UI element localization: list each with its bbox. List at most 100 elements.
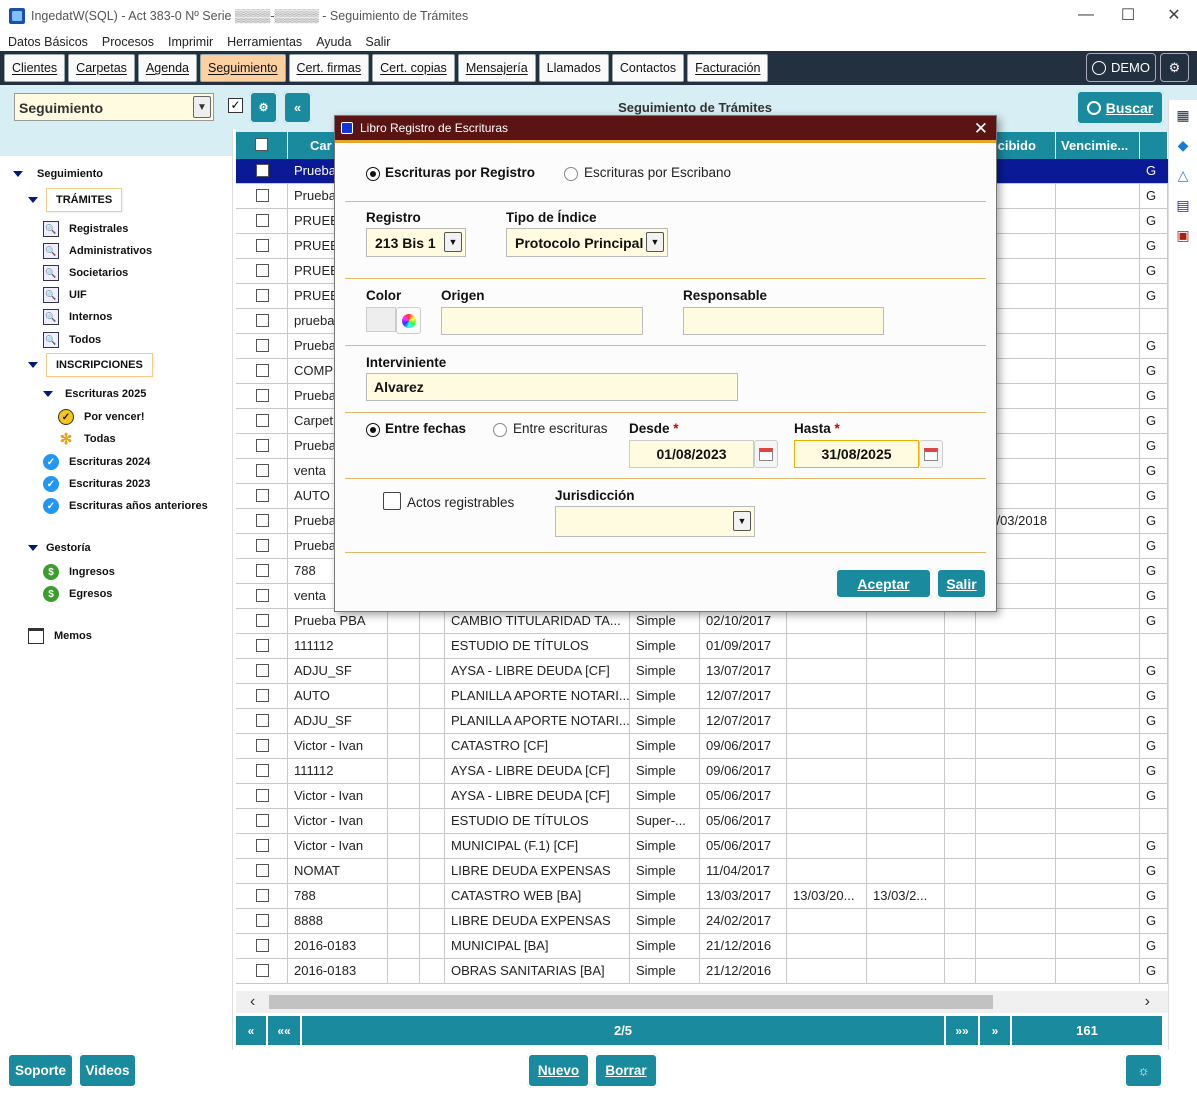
tree-seguimiento[interactable]: Seguimiento [13,168,103,180]
radio-entre-fechas[interactable] [366,423,380,437]
aceptar-button[interactable]: Aceptar [835,568,932,599]
table-row[interactable]: AUTO PLANILLA APORTE NOTARI... Simple 12/07… [236,684,1168,709]
borrar-button[interactable]: Borrar [594,1053,658,1088]
row-checkbox[interactable] [256,789,269,802]
menu-herramientas[interactable]: Herramientas [227,34,303,49]
sidebar-item-por-vencer[interactable]: ✓ Por vencer! [58,409,145,425]
table-row[interactable]: Victor - Ivan AYSA - LIBRE DEUDA [CF] Simp… [236,784,1168,809]
select-all-checkbox[interactable] [255,138,268,151]
drive-icon[interactable]: △ [1177,166,1189,183]
row-checkbox[interactable] [256,764,269,777]
radio-escrituras-registro-label[interactable]: Escrituras por Registro [385,165,536,180]
desde-date-input[interactable]: 01/08/2023 [629,440,754,468]
color-picker-button[interactable] [396,307,421,334]
row-checkbox[interactable] [256,264,269,277]
radio-entre-escrituras-label[interactable]: Entre escrituras [513,421,608,436]
tab-contactos[interactable]: Contactos [611,54,685,82]
row-checkbox[interactable] [256,864,269,877]
tree-inscripciones[interactable]: INSCRIPCIONES [28,353,153,377]
scrollbar-thumb[interactable] [269,995,993,1009]
dialog-close-icon[interactable]: ✕ [973,119,988,138]
row-checkbox[interactable] [256,539,269,552]
menu-procesos[interactable]: Procesos [101,34,155,49]
row-checkbox[interactable] [256,464,269,477]
actos-registrables-checkbox[interactable] [383,492,401,510]
tab-cert-firmas[interactable]: Cert. firmas [288,54,370,82]
sidebar-item-escrituras-anteriores[interactable]: ✓ Escrituras años anteriores [43,498,208,514]
jurisdiccion-select[interactable]: ▼ [555,506,755,537]
tree-tramites[interactable]: TRÁMITES [28,188,123,212]
table-row[interactable]: 2016-0183 MUNICIPAL [BA] Simple 21/12/2016 G [236,934,1168,959]
row-checkbox[interactable] [256,414,269,427]
header-extra[interactable] [1140,132,1168,159]
sidebar-item-escrituras-2024[interactable]: ✓ Escrituras 2024 [43,454,150,470]
sidebar-item-egresos[interactable]: $ Egresos [43,586,112,602]
row-checkbox[interactable] [256,589,269,602]
row-checkbox[interactable] [256,714,269,727]
row-checkbox[interactable] [256,314,269,327]
table-row[interactable]: 111112 ESTUDIO DE TÍTULOS Simple 01/09/2017 [236,634,1168,659]
header-select-all[interactable] [236,132,288,159]
app-link-icon[interactable]: ◆ [1177,136,1189,153]
origen-input[interactable] [441,307,643,335]
horizontal-scrollbar[interactable]: ‹ › [236,991,1168,1013]
row-checkbox[interactable] [256,889,269,902]
row-checkbox[interactable] [256,739,269,752]
row-checkbox[interactable] [256,564,269,577]
menu-imprimir[interactable]: Imprimir [168,34,214,49]
table-row[interactable]: 788 CATASTRO WEB [BA] Simple 13/03/2017 13/0… [236,884,1168,909]
row-checkbox[interactable] [256,514,269,527]
tab-clientes[interactable]: Clientes [4,54,66,82]
videos-button[interactable]: Videos [78,1053,137,1088]
menu-salir[interactable]: Salir [365,34,391,49]
nuevo-button[interactable]: Nuevo [527,1053,590,1088]
hasta-calendar-button[interactable] [919,440,943,468]
soporte-button[interactable]: Soporte [7,1053,74,1088]
tipo-indice-select[interactable]: Protocolo Principal ▼ [506,228,668,257]
row-checkbox[interactable] [256,489,269,502]
prev-block-button[interactable]: «« [268,1016,300,1045]
tab-cert-copias[interactable]: Cert. copias [372,54,455,82]
table-row[interactable]: NOMAT LIBRE DEUDA EXPENSAS Simple 11/04/201… [236,859,1168,884]
radio-escrituras-escribano[interactable] [564,167,578,181]
hasta-date-input[interactable]: 31/08/2025 [794,440,919,468]
radio-entre-escrituras[interactable] [493,423,507,437]
buscar-button[interactable]: Buscar [1076,90,1164,125]
tab-carpetas[interactable]: Carpetas [68,54,135,82]
table-row[interactable]: Victor - Ivan ESTUDIO DE TÍTULOS Super-...… [236,809,1168,834]
first-page-button[interactable]: « [236,1016,266,1045]
sidebar-item-societarios[interactable]: 🔍 Societarios [43,265,128,281]
table-row[interactable]: 111112 AYSA - LIBRE DEUDA [CF] Simple 09/06… [236,759,1168,784]
table-row[interactable]: Prueba PBA CAMBIO TITULARIDAD TA... Simple… [236,609,1168,634]
table-row[interactable]: ADJU_SF PLANILLA APORTE NOTARI... Simple 12… [236,709,1168,734]
row-checkbox[interactable] [256,664,269,677]
row-checkbox[interactable] [256,964,269,977]
menu-ayuda[interactable]: Ayuda [316,34,352,49]
scroll-right-icon[interactable]: › [1144,993,1150,1010]
settings-button[interactable]: ⚙ [1160,53,1189,82]
table-row[interactable]: Victor - Ivan CATASTRO [CF] Simple 09/06/20… [236,734,1168,759]
row-checkbox[interactable] [256,939,269,952]
sidebar-item-todos[interactable]: 🔍 Todos [43,332,101,348]
tab-llamados[interactable]: Llamados [538,54,609,82]
row-checkbox[interactable] [256,189,269,202]
close-icon[interactable]: ✕ [1167,7,1181,24]
actos-registrables-label[interactable]: Actos registrables [407,495,515,510]
table-row[interactable]: 2016-0183 OBRAS SANITARIAS [BA] Simple 21/1… [236,959,1168,984]
scroll-left-icon[interactable]: ‹ [250,993,256,1010]
desde-calendar-button[interactable] [754,440,778,468]
row-checkbox[interactable] [256,214,269,227]
tab-mensajeria[interactable]: Mensajería [457,54,536,82]
row-checkbox[interactable] [256,239,269,252]
row-checkbox[interactable] [256,814,269,827]
user-button[interactable]: DEMO [1086,53,1156,82]
tree-escrituras-2025[interactable]: Escrituras 2025 [43,388,146,400]
clipboard-icon[interactable]: ▣ [1176,226,1190,243]
form-icon[interactable]: ▤ [1176,196,1190,213]
sidebar-item-registrales[interactable]: 🔍 Registrales [43,221,128,237]
row-checkbox[interactable] [256,339,269,352]
tab-facturacion[interactable]: Facturación [687,54,769,82]
maximize-icon[interactable]: ☐ [1120,7,1136,24]
radio-entre-fechas-label[interactable]: Entre fechas [385,421,467,436]
sidebar-item-escrituras-2023[interactable]: ✓ Escrituras 2023 [43,476,150,492]
